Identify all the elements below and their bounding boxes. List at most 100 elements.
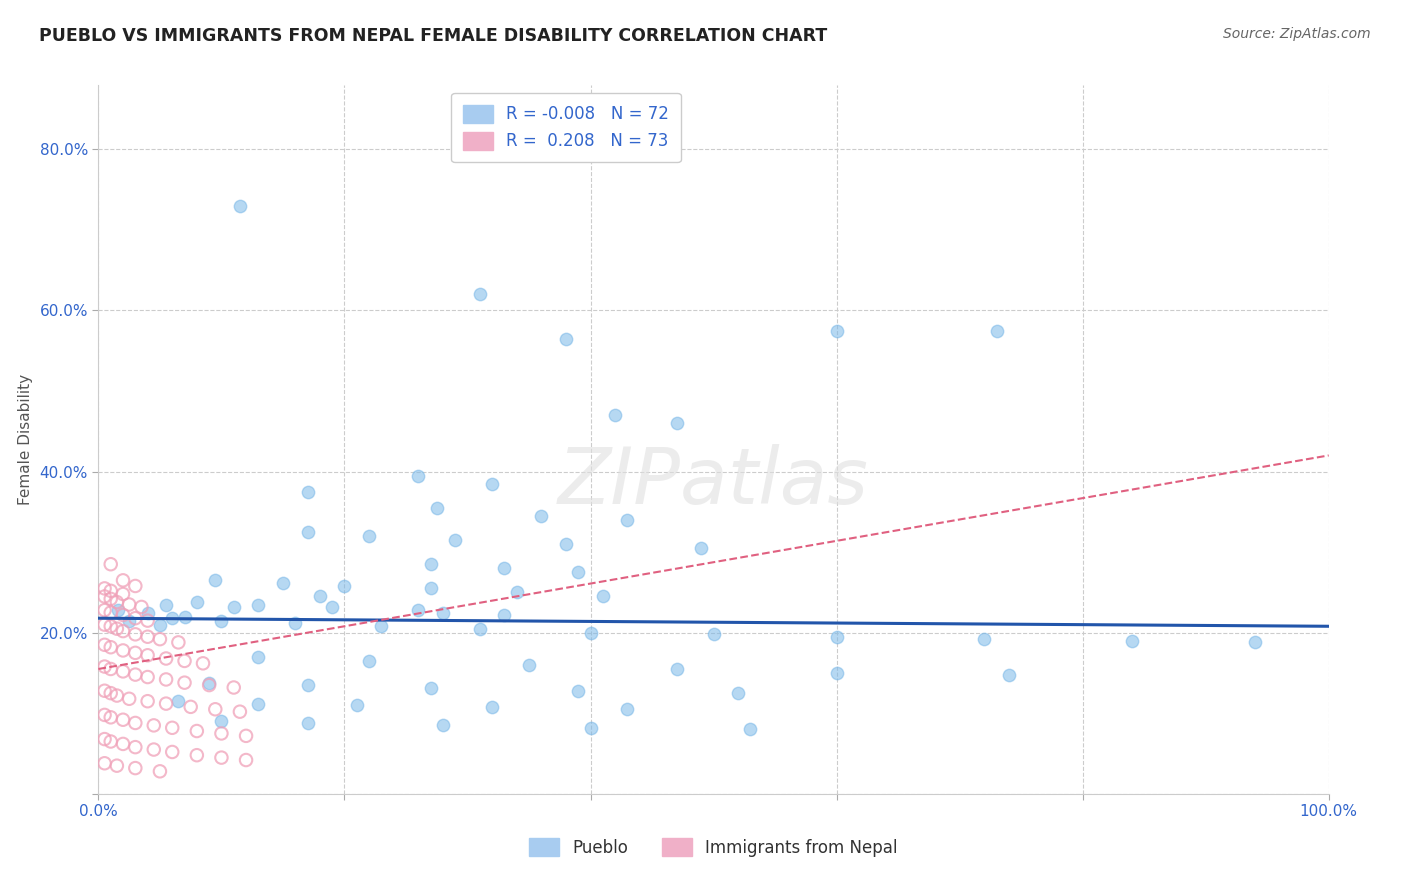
Point — [211, 750, 233, 764]
Point — [605, 408, 627, 422]
Point — [204, 702, 226, 716]
Point — [100, 619, 122, 633]
Point — [100, 606, 122, 620]
Point — [93, 756, 115, 771]
Point — [419, 558, 441, 572]
Point — [481, 476, 503, 491]
Point — [155, 697, 177, 711]
Point — [162, 611, 183, 625]
Point — [321, 599, 343, 614]
Point — [112, 665, 135, 679]
Point — [309, 590, 332, 604]
Point — [93, 638, 115, 652]
Point — [235, 729, 257, 743]
Point — [1244, 635, 1267, 649]
Point — [112, 643, 135, 657]
Point — [247, 598, 270, 612]
Point — [229, 705, 252, 719]
Point — [297, 715, 319, 730]
Point — [408, 603, 430, 617]
Point — [118, 614, 141, 628]
Point — [494, 561, 516, 575]
Text: Source: ZipAtlas.com: Source: ZipAtlas.com — [1223, 27, 1371, 41]
Point — [93, 590, 115, 604]
Point — [142, 718, 165, 732]
Point — [211, 714, 233, 729]
Point — [222, 599, 245, 614]
Point — [191, 657, 214, 671]
Point — [155, 673, 177, 687]
Point — [100, 710, 122, 724]
Point — [136, 648, 159, 663]
Point — [494, 607, 516, 622]
Point — [998, 667, 1021, 681]
Point — [124, 579, 146, 593]
Point — [592, 590, 614, 604]
Point — [198, 675, 221, 690]
Point — [107, 603, 129, 617]
Point — [112, 607, 135, 622]
Point — [186, 724, 208, 739]
Point — [112, 737, 135, 751]
Text: PUEBLO VS IMMIGRANTS FROM NEPAL FEMALE DISABILITY CORRELATION CHART: PUEBLO VS IMMIGRANTS FROM NEPAL FEMALE D… — [39, 27, 828, 45]
Point — [93, 582, 115, 596]
Point — [297, 524, 319, 539]
Point — [100, 686, 122, 700]
Point — [554, 332, 576, 346]
Point — [426, 500, 449, 515]
Point — [703, 627, 725, 641]
Point — [229, 199, 252, 213]
Point — [333, 579, 356, 593]
Point — [359, 654, 381, 668]
Point — [136, 630, 159, 644]
Point — [530, 508, 553, 523]
Point — [690, 541, 713, 555]
Point — [370, 619, 392, 633]
Y-axis label: Female Disability: Female Disability — [17, 374, 32, 505]
Point — [419, 582, 441, 596]
Point — [167, 694, 190, 708]
Point — [506, 585, 529, 599]
Point — [118, 598, 141, 612]
Point — [100, 640, 122, 655]
Point — [517, 657, 540, 672]
Point — [468, 287, 491, 301]
Point — [112, 574, 135, 588]
Point — [567, 566, 589, 580]
Point — [136, 606, 159, 620]
Point — [93, 617, 115, 632]
Point — [93, 707, 115, 722]
Point — [124, 646, 146, 660]
Point — [149, 764, 172, 779]
Point — [100, 591, 122, 606]
Point — [727, 686, 749, 700]
Point — [93, 603, 115, 617]
Point — [359, 529, 381, 543]
Point — [616, 702, 638, 716]
Point — [222, 681, 245, 695]
Point — [136, 694, 159, 708]
Point — [973, 632, 995, 647]
Point — [93, 732, 115, 747]
Point — [297, 484, 319, 499]
Point — [579, 625, 602, 640]
Point — [167, 635, 190, 649]
Point — [173, 609, 195, 624]
Point — [271, 575, 294, 590]
Point — [432, 606, 454, 620]
Point — [579, 721, 602, 735]
Point — [124, 627, 146, 641]
Point — [211, 726, 233, 740]
Point — [100, 583, 122, 598]
Point — [142, 742, 165, 756]
Point — [112, 713, 135, 727]
Point — [1121, 633, 1143, 648]
Point — [247, 649, 270, 664]
Point — [346, 698, 368, 713]
Point — [100, 662, 122, 676]
Point — [481, 699, 503, 714]
Point — [567, 683, 589, 698]
Point — [162, 721, 183, 735]
Point — [468, 622, 491, 636]
Point — [825, 324, 848, 338]
